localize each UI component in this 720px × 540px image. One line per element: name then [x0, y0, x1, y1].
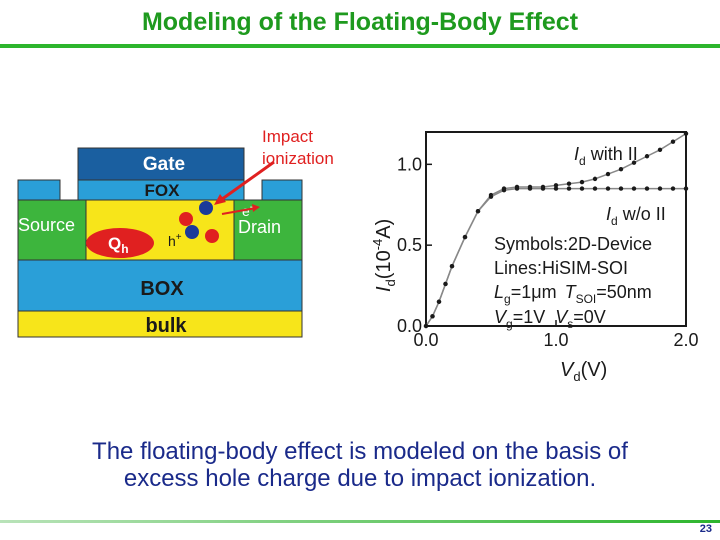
data-point-with-ii [592, 176, 598, 182]
data-point-without-ii [605, 186, 611, 191]
hole-1 [179, 212, 193, 226]
data-point-without-ii [449, 263, 455, 269]
legend-vg-vs: Vg=1V Vs=0V [494, 307, 606, 331]
footer-rule [0, 520, 720, 523]
data-point-without-ii [514, 186, 520, 191]
caption-line-2: excess hole charge due to impact ionizat… [123, 465, 597, 492]
left-fox [17, 179, 61, 201]
data-point-without-ii [566, 186, 572, 191]
data-point-without-ii [683, 186, 689, 191]
data-point-with-ii [618, 166, 624, 172]
hole-charge-ellipse [86, 228, 154, 258]
electron-label: e- [242, 202, 253, 219]
data-point-without-ii [527, 186, 533, 191]
x-tick-label: 2.0 [673, 330, 698, 350]
hole-2 [205, 229, 219, 243]
soi-device-diagram: bulk BOX Source Drain FOX Gate Qh h+ e- … [17, 127, 334, 338]
data-point-with-ii [683, 131, 689, 136]
data-point-with-ii [644, 154, 650, 159]
page-number: 23 [699, 523, 712, 535]
data-point-without-ii [501, 188, 507, 193]
legend-lg-tsoi: Lg=1μm TSOI=50nm [494, 282, 652, 306]
data-point-without-ii [423, 323, 429, 329]
data-point-with-ii [553, 183, 559, 188]
x-tick-label: 1.0 [543, 330, 568, 350]
gate-electrode [77, 147, 245, 181]
box-label: BOX [140, 278, 184, 300]
y-axis-title: Id(10-4A) [370, 219, 398, 292]
data-point-without-ii [475, 209, 481, 214]
data-point-without-ii [443, 281, 448, 287]
impact-arrowhead [214, 194, 226, 205]
bulk-label: bulk [145, 315, 187, 337]
data-point-without-ii [631, 186, 637, 191]
y-tick-label: 0.0 [397, 316, 422, 336]
data-point-without-ii [670, 186, 676, 191]
data-point-without-ii [579, 186, 585, 191]
drain-label: Drain [238, 217, 281, 237]
y-tick-label: 1.0 [397, 154, 422, 174]
data-point-with-ii [631, 160, 637, 165]
bulk-layer [17, 310, 303, 338]
data-point-without-ii [430, 314, 435, 319]
fox-label: FOX [145, 181, 181, 200]
data-point-without-ii [592, 186, 598, 191]
hole-label: h+ [168, 232, 182, 249]
x-tick-label: 0.0 [413, 330, 438, 350]
data-point-without-ii [462, 234, 468, 240]
legend-symbols: Symbols:2D-Device [494, 234, 652, 254]
series-label-without-ii: Id w/o II [606, 204, 666, 228]
gate-label: Gate [143, 154, 185, 175]
electron-1 [199, 201, 213, 215]
source-label: Source [18, 215, 75, 235]
id-vd-chart: 0.0 1.0 2.0 0.0 0.5 1.0 Vd(V) Id(10-4A) Id wi… [370, 131, 699, 384]
data-point-without-ii [540, 186, 546, 191]
data-point-with-ii [579, 179, 585, 185]
data-point-with-ii [566, 181, 572, 186]
qh-label: Qh [108, 234, 129, 256]
title-underline [0, 44, 720, 48]
x-axis-title: Vd(V) [560, 359, 607, 384]
data-point-without-ii [436, 299, 442, 304]
electron-2 [185, 225, 199, 239]
data-point-without-ii [657, 186, 663, 191]
impact-label-line1: Impact [262, 127, 313, 146]
data-point-without-ii [488, 194, 494, 199]
legend-lines: Lines:HiSIM-SOI [494, 258, 628, 278]
data-point-with-ii [670, 139, 676, 144]
impact-label-line2: ionization [262, 149, 334, 168]
caption-line-1: The floating-body effect is modeled on t… [92, 438, 628, 465]
data-point-with-ii [605, 171, 611, 177]
slide-title: Modeling of the Floating-Body Effect [141, 8, 579, 36]
y-tick-label: 0.5 [397, 235, 422, 255]
data-point-without-ii [553, 186, 559, 191]
slide-caption: The floating-body effect is modeled on t… [0, 438, 720, 492]
data-point-with-ii [657, 147, 663, 152]
impact-arrow [217, 160, 275, 204]
box-layer [17, 259, 303, 312]
electron-arrowhead [252, 204, 260, 212]
right-fox [261, 179, 303, 201]
electron-arrow [221, 207, 257, 215]
series-label-with-ii: Id with II [574, 144, 638, 168]
data-point-without-ii [618, 186, 624, 191]
data-point-without-ii [644, 186, 650, 191]
